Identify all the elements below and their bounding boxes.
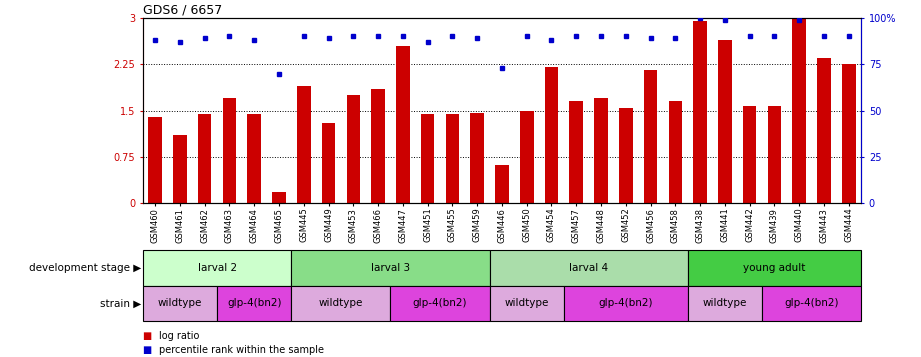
Text: glp-4(bn2): glp-4(bn2)	[413, 298, 467, 308]
Bar	[321, 123, 335, 203]
Text: percentile rank within the sample: percentile rank within the sample	[159, 345, 324, 355]
Text: log ratio: log ratio	[159, 331, 200, 341]
Bar	[446, 114, 460, 203]
Text: larval 3: larval 3	[371, 263, 410, 273]
Bar	[371, 89, 385, 203]
Bar	[495, 165, 508, 203]
Bar	[743, 106, 756, 203]
Bar	[490, 250, 688, 286]
Bar	[569, 101, 583, 203]
Bar	[544, 67, 558, 203]
Bar	[619, 107, 633, 203]
Text: wildtype: wildtype	[319, 298, 363, 308]
Bar	[471, 112, 484, 203]
Bar	[173, 135, 187, 203]
Bar	[644, 70, 658, 203]
Text: ■: ■	[143, 345, 155, 355]
Bar	[688, 286, 762, 321]
Bar	[694, 21, 707, 203]
Bar	[594, 98, 608, 203]
Text: glp-4(bn2): glp-4(bn2)	[227, 298, 282, 308]
Bar	[291, 250, 490, 286]
Bar	[688, 250, 861, 286]
Bar	[198, 114, 212, 203]
Text: wildtype: wildtype	[157, 298, 202, 308]
Text: larval 2: larval 2	[197, 263, 237, 273]
Bar	[223, 98, 237, 203]
Bar	[297, 86, 310, 203]
Bar	[148, 117, 162, 203]
Text: larval 4: larval 4	[569, 263, 608, 273]
Bar	[767, 106, 781, 203]
Bar	[564, 286, 688, 321]
Text: ■: ■	[143, 331, 155, 341]
Text: wildtype: wildtype	[505, 298, 549, 308]
Bar	[817, 58, 831, 203]
Bar	[421, 114, 435, 203]
Text: GDS6 / 6657: GDS6 / 6657	[143, 4, 222, 17]
Text: development stage ▶: development stage ▶	[29, 263, 142, 273]
Bar	[519, 111, 533, 203]
Bar	[217, 286, 291, 321]
Bar	[248, 114, 261, 203]
Bar	[669, 101, 682, 203]
Bar	[762, 286, 861, 321]
Text: young adult: young adult	[743, 263, 806, 273]
Bar	[391, 286, 490, 321]
Bar	[718, 40, 731, 203]
Text: glp-4(bn2): glp-4(bn2)	[785, 298, 839, 308]
Bar	[273, 192, 286, 203]
Bar	[143, 286, 217, 321]
Bar	[490, 286, 564, 321]
Text: glp-4(bn2): glp-4(bn2)	[599, 298, 653, 308]
Bar	[291, 286, 391, 321]
Bar	[143, 250, 291, 286]
Bar	[842, 64, 856, 203]
Bar	[346, 95, 360, 203]
Text: strain ▶: strain ▶	[100, 298, 142, 308]
Text: wildtype: wildtype	[703, 298, 747, 308]
Bar	[792, 18, 806, 203]
Bar	[396, 46, 410, 203]
